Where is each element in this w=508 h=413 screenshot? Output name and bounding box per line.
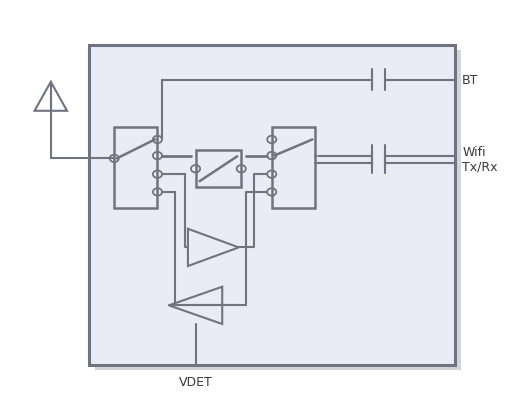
FancyBboxPatch shape xyxy=(196,151,241,188)
FancyBboxPatch shape xyxy=(272,128,315,209)
Text: BT: BT xyxy=(462,74,479,87)
Text: Wifi: Wifi xyxy=(462,146,486,159)
Text: VDET: VDET xyxy=(179,375,212,389)
FancyBboxPatch shape xyxy=(95,50,461,370)
FancyBboxPatch shape xyxy=(89,45,455,366)
FancyBboxPatch shape xyxy=(114,128,157,209)
Text: Tx/Rx: Tx/Rx xyxy=(462,160,498,173)
